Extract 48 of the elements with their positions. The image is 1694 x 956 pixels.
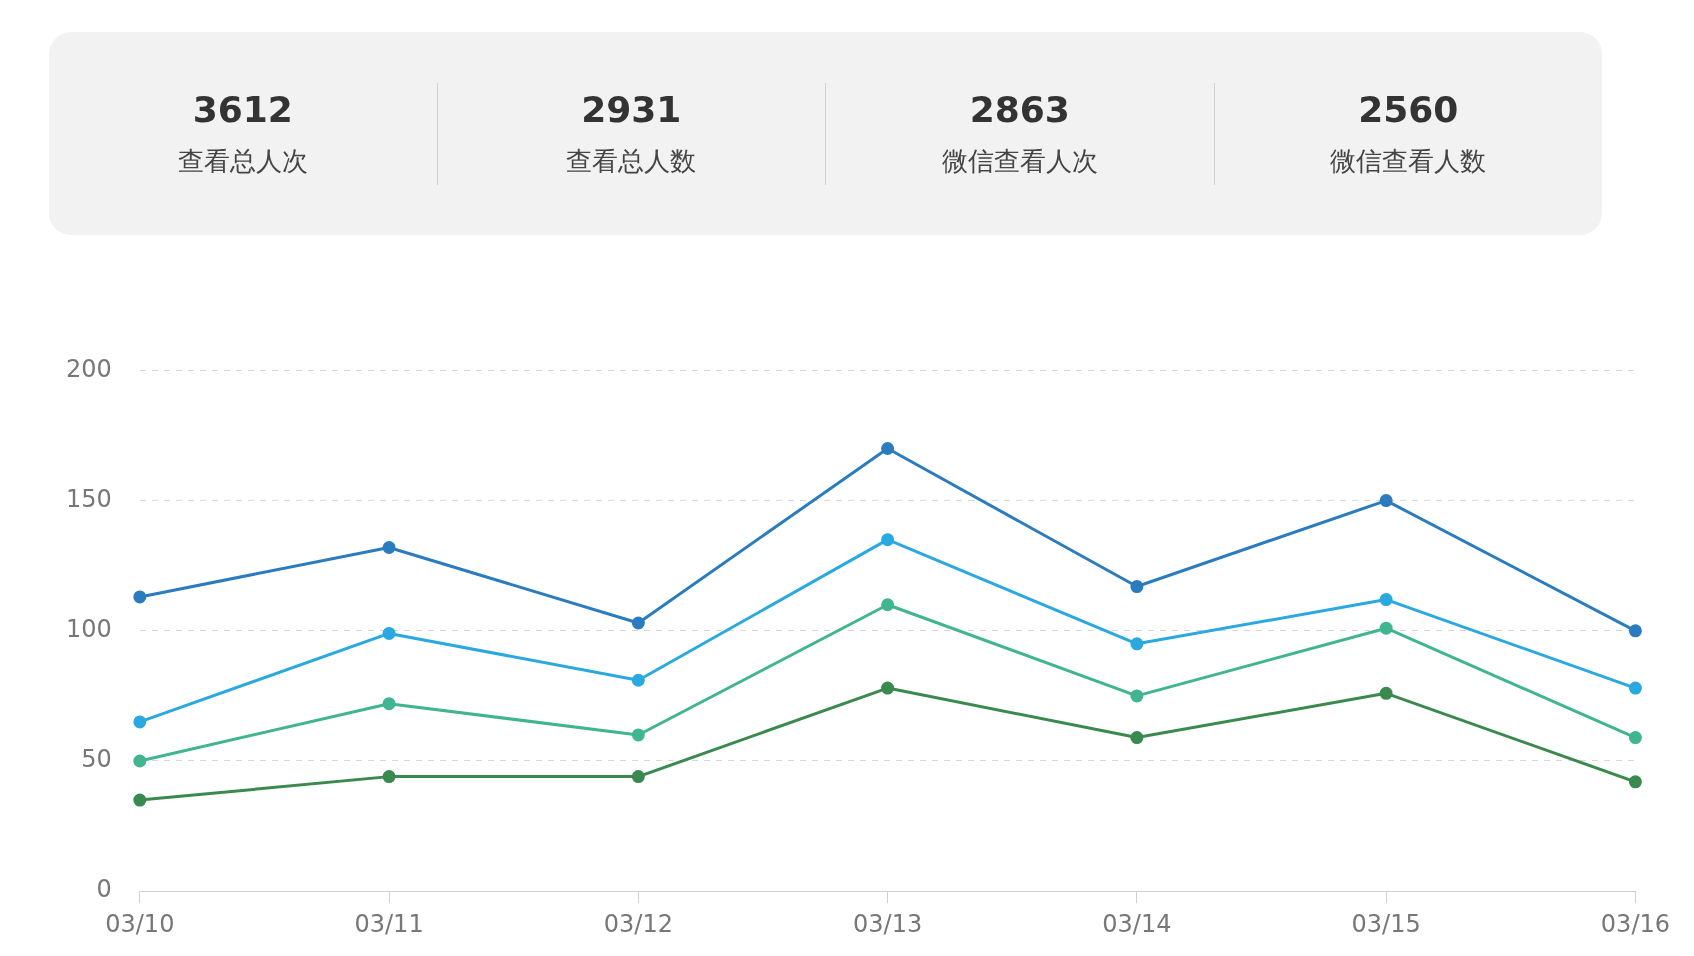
y-tick-label: 150	[66, 484, 112, 513]
point	[133, 793, 147, 807]
point	[1628, 775, 1642, 789]
y-tick-label: 200	[66, 354, 112, 383]
point	[1628, 624, 1642, 638]
point	[1628, 681, 1642, 695]
point	[881, 442, 895, 456]
y-tick-label: 0	[96, 875, 112, 904]
point	[631, 616, 645, 630]
y-tick-label: 100	[66, 615, 112, 644]
point	[133, 754, 147, 768]
point	[1379, 621, 1393, 635]
point	[1379, 686, 1393, 700]
data-label: 3612	[191, 88, 294, 130]
point	[1130, 580, 1144, 594]
category-label: 查看总人次	[176, 144, 309, 178]
point	[1379, 593, 1393, 607]
point	[881, 598, 895, 612]
x-tick-label: 03/11	[354, 909, 424, 938]
data-label: 2560	[1357, 88, 1460, 130]
point	[631, 770, 645, 784]
point	[1628, 731, 1642, 745]
point	[382, 540, 396, 554]
point	[382, 626, 396, 640]
point	[1130, 689, 1144, 703]
point	[133, 715, 147, 729]
point	[881, 681, 895, 695]
point	[1130, 637, 1144, 651]
x-tick-label: 03/14	[1102, 909, 1172, 938]
category-label: 微信查看人次	[940, 144, 1099, 178]
point	[1130, 731, 1144, 745]
category-label: 微信查看人数	[1329, 144, 1488, 178]
point	[631, 728, 645, 742]
point	[133, 590, 147, 604]
x-tick-label: 03/13	[853, 909, 923, 938]
x-tick-label: 03/15	[1351, 909, 1421, 938]
x-tick-label: 03/16	[1600, 909, 1670, 938]
category-label: 查看总人数	[565, 144, 698, 178]
point	[881, 533, 895, 547]
x-tick-label: 03/10	[105, 909, 175, 938]
point	[631, 673, 645, 687]
point	[1379, 494, 1393, 508]
point	[382, 770, 396, 784]
x-tick-label: 03/12	[603, 909, 673, 938]
y-tick-label: 50	[81, 745, 112, 774]
data-label: 2863	[968, 88, 1071, 130]
point	[382, 697, 396, 711]
data-label: 2931	[580, 88, 683, 130]
